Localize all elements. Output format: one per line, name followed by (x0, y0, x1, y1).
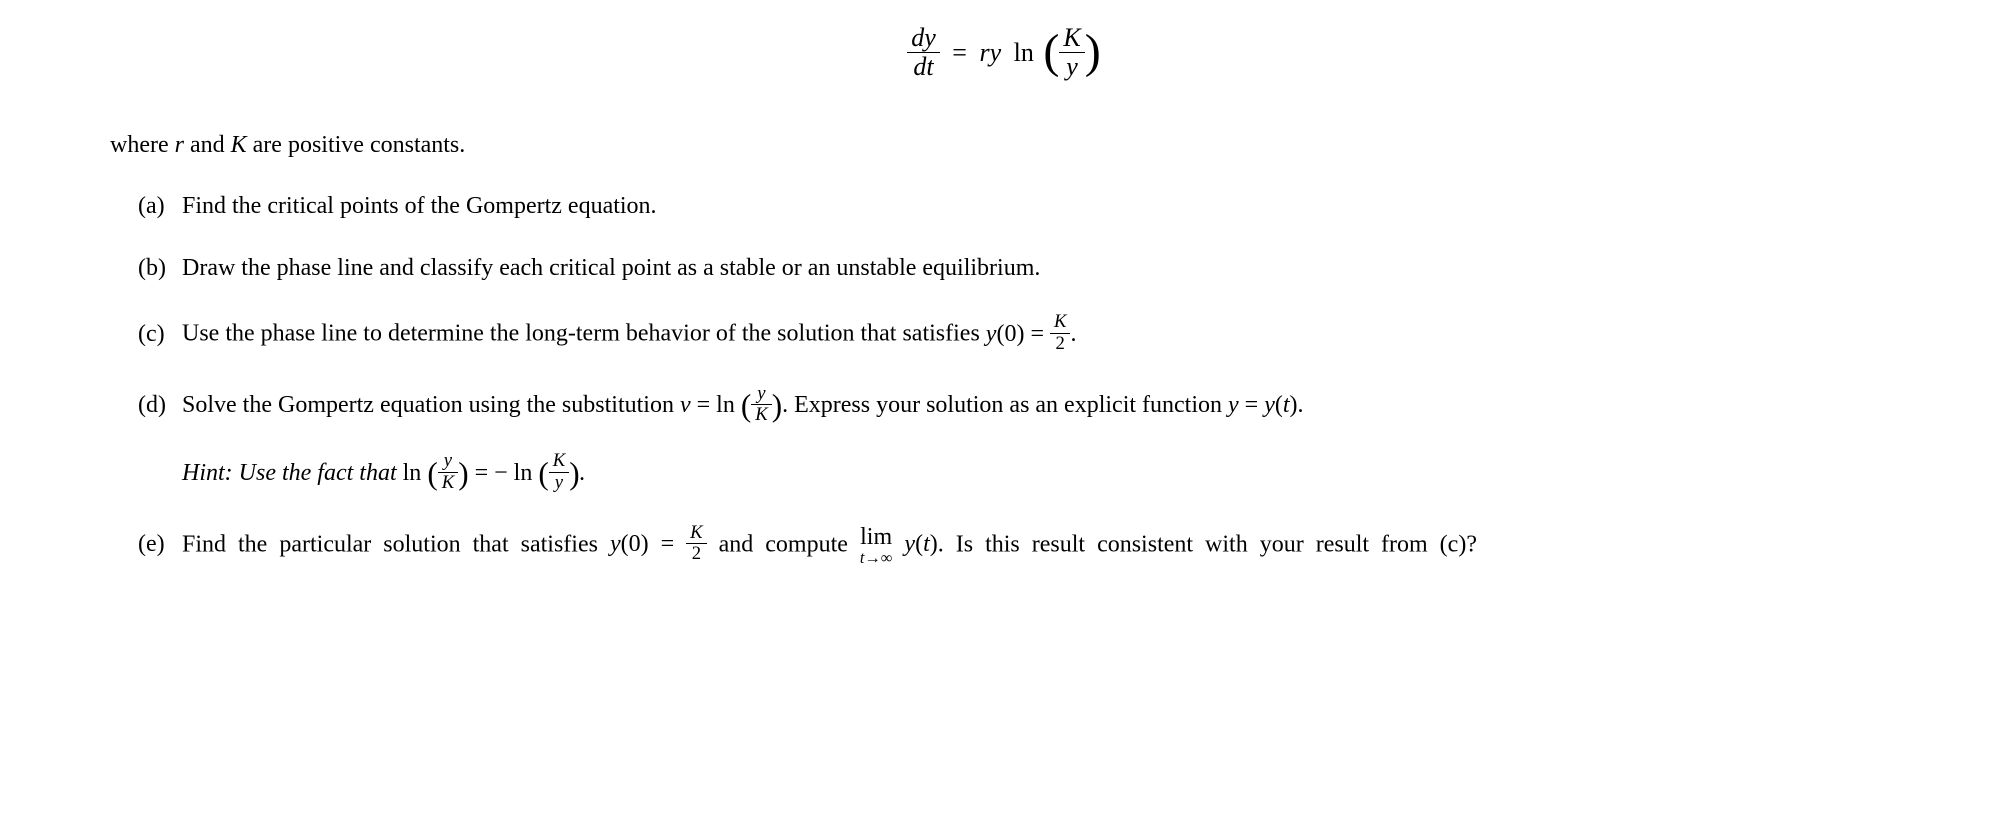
item-e-frac-den: 2 (686, 544, 706, 565)
item-d-subst-op: = (691, 392, 717, 418)
item-d-expl-op: = (1239, 392, 1265, 418)
item-d-subst-den: K (751, 405, 771, 426)
hint-op: = − (469, 460, 514, 486)
item-d-ln: ln (716, 392, 735, 418)
lim-expr-open: ( (915, 531, 923, 557)
item-e-eqop: = (649, 531, 687, 557)
item-list: (a) Find the critical points of the Gomp… (110, 189, 1898, 567)
hint-f1-den: K (438, 473, 458, 494)
hint-label: Hint: Use the fact that (182, 460, 403, 486)
lparen-med-icon: ( (538, 456, 548, 491)
item-c: (c) Use the phase line to determine the … (138, 314, 1898, 356)
hint-ln1: ln (403, 460, 422, 486)
lim-expr-close: ) (930, 531, 938, 557)
item-c-after: . (1070, 321, 1076, 347)
item-e-arg: (0) (621, 531, 649, 557)
lim-expr-y: y (904, 531, 915, 557)
item-d-before: Solve the Gompertz equation using the su… (182, 392, 680, 418)
rparen-med-icon: ) (772, 388, 782, 423)
gompertz-equation: dy dt = ry ln ( K y ) (110, 20, 1898, 90)
lparen-big-icon: ( (1043, 25, 1059, 78)
item-e: (e) Find the particular solution that sa… (138, 525, 1898, 567)
rparen-med-icon: ) (458, 456, 468, 491)
item-c-eqop: = (1024, 321, 1050, 347)
preamble-mid: and (184, 132, 231, 158)
hint-f2-den: y (549, 473, 569, 494)
item-d-expl-rhs-y: y (1264, 392, 1275, 418)
item-b-label: (b) (138, 251, 182, 286)
hint-ln2: ln (514, 460, 533, 486)
item-e-y: y (610, 531, 621, 557)
item-c-frac-num: K (1050, 312, 1070, 334)
preamble-var-r: r (175, 132, 184, 158)
lparen-med-icon: ( (427, 456, 437, 491)
item-d-hint: Hint: Use the fact that ln ( y K ) = − l… (182, 452, 1898, 497)
eq-lhs-num: dy (907, 24, 940, 54)
item-d: (d) Solve the Gompertz equation using th… (138, 384, 1898, 496)
lim-sub-arrow: →∞ (864, 548, 892, 567)
item-d-expl-open: ( (1275, 392, 1283, 418)
hint-after: . (580, 460, 586, 486)
item-a-label: (a) (138, 189, 182, 224)
preamble: where r and K are positive constants. (110, 128, 1898, 163)
preamble-var-k: K (231, 132, 247, 158)
eq-rhs-coef: ry (979, 38, 1001, 67)
hint-f2-num: K (549, 451, 569, 473)
lim-expr-t: t (923, 531, 930, 557)
limit-icon: lim t→∞ (860, 525, 893, 566)
item-d-subst-num: y (751, 384, 771, 406)
eq-rhs-den: y (1059, 53, 1084, 82)
item-d-expl-t: t (1283, 392, 1290, 418)
item-e-before: Find the particular solution that satisf… (182, 531, 610, 557)
item-d-v: v (680, 392, 691, 418)
item-a: (a) Find the critical points of the Gomp… (138, 189, 1898, 224)
item-e-content: Find the particular solution that satisf… (182, 525, 1898, 567)
item-c-label: (c) (138, 317, 182, 352)
rparen-big-icon: ) (1085, 25, 1101, 78)
item-e-after: . Is this result consistent with your re… (938, 531, 1477, 557)
item-c-frac-den: 2 (1050, 334, 1070, 355)
item-a-text: Find the critical points of the Gompertz… (182, 189, 1898, 224)
lim-label: lim (860, 525, 893, 549)
item-e-frac-num: K (686, 523, 706, 545)
rparen-med-icon: ) (569, 456, 579, 491)
item-c-before: Use the phase line to determine the long… (182, 321, 986, 347)
hint-f1-num: y (438, 451, 458, 473)
item-c-y: y (986, 321, 997, 347)
preamble-before: where (110, 132, 175, 158)
eq-lhs-den: dt (907, 53, 940, 82)
lparen-med-icon: ( (741, 388, 751, 423)
item-e-label: (e) (138, 527, 182, 562)
eq-rhs-ln: ln (1008, 38, 1037, 67)
item-d-label: (d) (138, 388, 182, 423)
item-d-expl-y: y (1228, 392, 1239, 418)
item-b: (b) Draw the phase line and classify eac… (138, 251, 1898, 286)
item-d-content: Solve the Gompertz equation using the su… (182, 384, 1898, 496)
eq-rhs-num: K (1059, 24, 1084, 54)
item-d-after2: . (1298, 392, 1304, 418)
item-e-mid: and compute (707, 531, 860, 557)
item-d-expl-close: ) (1290, 392, 1298, 418)
item-d-after1: . Express your solution as an explicit f… (782, 392, 1228, 418)
eq-op: = (946, 38, 979, 67)
item-b-text: Draw the phase line and classify each cr… (182, 251, 1898, 286)
item-c-arg: (0) (996, 321, 1024, 347)
preamble-after: are positive constants. (247, 132, 466, 158)
item-c-content: Use the phase line to determine the long… (182, 314, 1898, 356)
